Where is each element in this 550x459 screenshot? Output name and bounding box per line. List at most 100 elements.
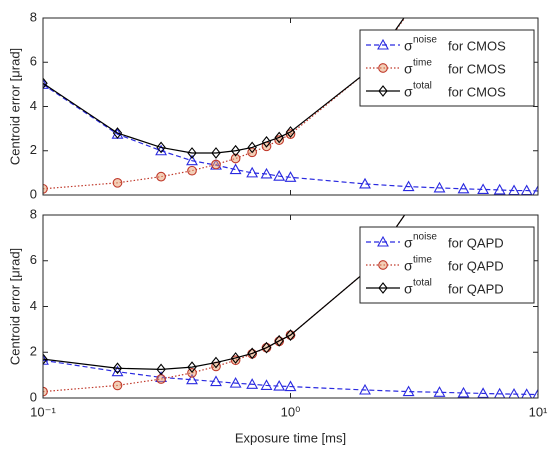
marker (261, 136, 272, 148)
y-axis-label: Centroid error [μrad] (7, 248, 22, 365)
y-tick-label: 4 (30, 298, 37, 313)
marker (230, 352, 241, 364)
marker (247, 141, 257, 154)
x-tick-label: 10⁰ (281, 404, 301, 419)
marker (532, 388, 538, 398)
marker (284, 380, 297, 392)
marker (433, 181, 446, 193)
marker (187, 361, 197, 373)
marker (408, 215, 409, 216)
marker (112, 177, 123, 188)
y-tick-label: 6 (30, 54, 37, 69)
marker (521, 388, 533, 398)
marker (273, 170, 286, 181)
marker (260, 379, 273, 390)
marker (359, 177, 371, 189)
marker (260, 167, 273, 179)
series-line (43, 215, 406, 393)
legend-label: for QAPD (448, 258, 504, 273)
x-tick-label: 10⁻¹ (30, 404, 56, 419)
marker (477, 387, 490, 398)
marker (274, 334, 284, 347)
legend-superscript: noise (413, 35, 437, 46)
marker (378, 260, 388, 270)
x-axis-label: Exposure time [ms] (235, 430, 346, 445)
y-tick-label: 8 (30, 9, 37, 24)
legend-symbol: σ (404, 38, 413, 54)
marker (112, 380, 123, 391)
marker (285, 329, 296, 341)
marker (156, 374, 166, 384)
legend-box (359, 29, 535, 107)
marker (229, 376, 242, 388)
marker (246, 378, 259, 389)
legend-label: for CMOS (448, 38, 506, 53)
series-line (43, 215, 406, 371)
legend-superscript: total (413, 278, 432, 289)
legend-symbol: σ (404, 61, 413, 77)
marker (433, 386, 446, 397)
marker (230, 144, 241, 157)
marker (156, 363, 166, 376)
marker (230, 153, 241, 164)
series-line (43, 18, 406, 190)
marker (477, 183, 490, 195)
marker (378, 63, 388, 73)
marker (402, 180, 415, 192)
marker (359, 383, 371, 395)
marker (186, 373, 198, 385)
marker (112, 362, 123, 375)
legend-box (359, 226, 535, 304)
marker (493, 183, 506, 195)
plot-area (43, 18, 538, 195)
marker (187, 165, 197, 176)
legend-symbol: σ (404, 281, 413, 297)
marker (43, 78, 49, 89)
marker (378, 282, 388, 294)
marker (261, 341, 272, 354)
x-tick-label: 10¹ (529, 404, 548, 419)
y-tick-label: 2 (30, 142, 37, 157)
legend-superscript: time (413, 58, 432, 69)
legend-symbol: σ (404, 235, 413, 251)
marker (43, 77, 48, 90)
marker (247, 347, 257, 360)
marker (155, 144, 168, 156)
marker (111, 365, 124, 377)
legend-superscript: time (413, 255, 432, 266)
y-tick-label: 6 (30, 252, 37, 267)
marker (273, 379, 286, 391)
marker (156, 141, 166, 154)
marker (457, 386, 470, 398)
marker (284, 171, 297, 182)
marker (211, 159, 221, 170)
marker (156, 171, 166, 182)
marker (532, 184, 538, 195)
y-tick-label: 8 (30, 206, 37, 221)
marker (285, 126, 296, 138)
marker (43, 353, 48, 365)
marker (402, 385, 415, 397)
marker (246, 166, 259, 178)
marker (229, 163, 242, 175)
legend-superscript: total (413, 81, 432, 92)
marker (211, 147, 221, 159)
legend-label: for QAPD (448, 281, 504, 296)
marker (112, 127, 123, 139)
marker (404, 205, 413, 214)
plot-area (43, 205, 538, 398)
axes-box (42, 17, 539, 196)
y-tick-label: 4 (30, 98, 37, 113)
legend-label: for CMOS (448, 61, 506, 76)
marker (274, 131, 284, 144)
legend-superscript: noise (413, 232, 437, 243)
legend-symbol: σ (404, 258, 413, 274)
marker (377, 38, 389, 50)
y-tick-label: 0 (30, 389, 37, 404)
y-tick-label: 2 (30, 344, 37, 359)
marker (508, 387, 520, 398)
series-line (43, 83, 538, 192)
marker (210, 375, 222, 387)
y-axis-label: Centroid error [μrad] (7, 48, 22, 165)
